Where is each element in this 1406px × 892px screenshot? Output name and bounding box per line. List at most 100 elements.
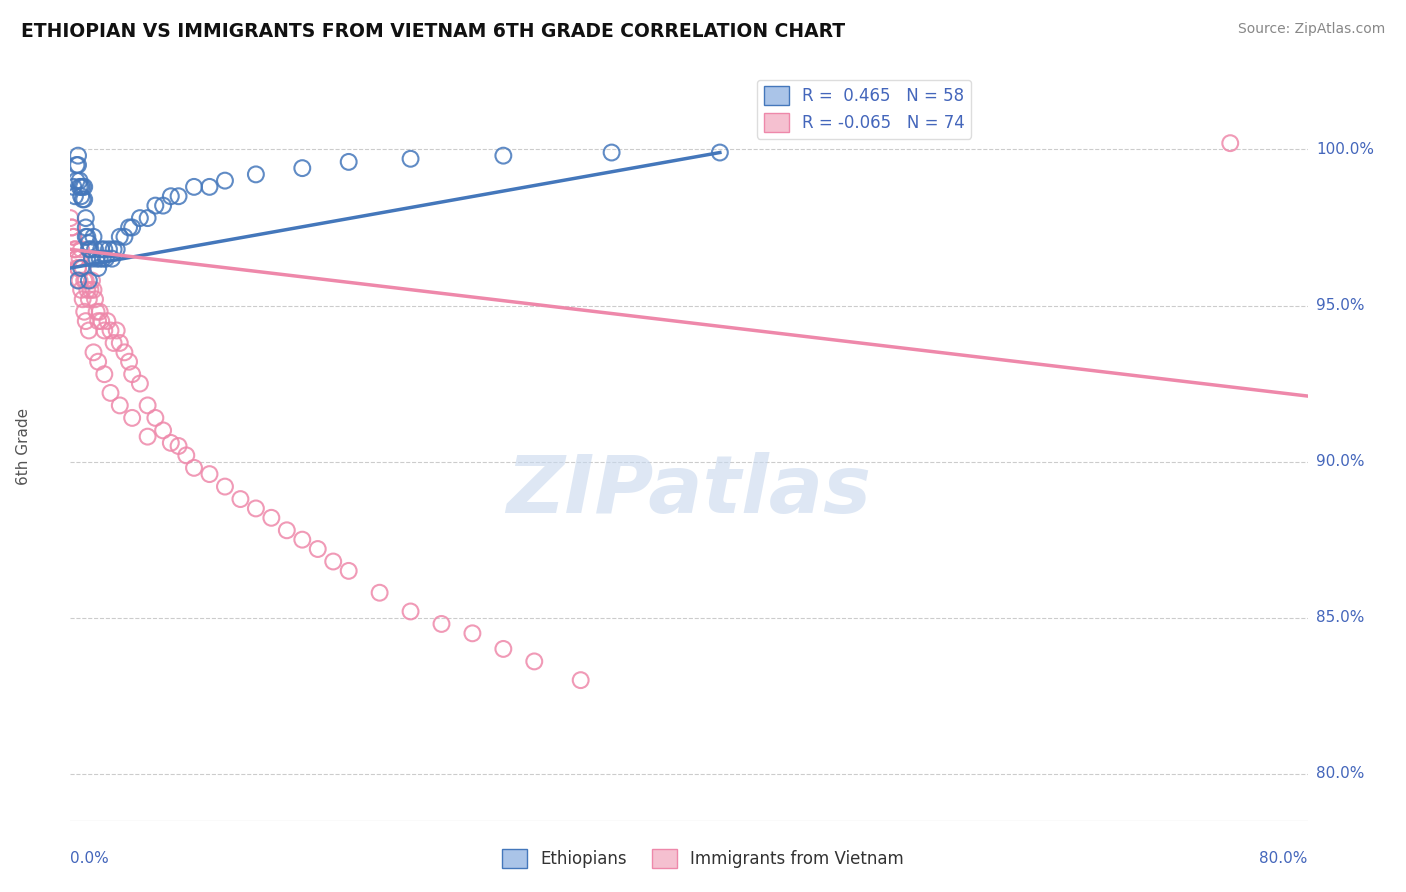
Point [276,523,298,537]
Point [118,220,141,235]
Point [87,354,110,368]
Point [87,260,110,275]
Point [337,564,360,578]
Point [93,242,115,256]
Point [136,211,159,226]
Point [77,236,100,251]
Point [65,252,87,266]
Point [183,460,205,475]
Point [86,252,108,266]
Point [260,510,283,524]
Legend: Ethiopians, Immigrants from Vietnam: Ethiopians, Immigrants from Vietnam [495,843,911,875]
Point [63,189,86,203]
Point [70,179,93,194]
Point [70,242,93,256]
Point [98,242,120,256]
Point [76,230,98,244]
Point [118,354,141,368]
Point [160,435,183,450]
Point [75,211,97,226]
Point [62,230,84,244]
Point [65,252,87,266]
Point [73,274,96,288]
Point [93,323,115,337]
Point [70,283,93,297]
Point [63,242,86,256]
Point [569,673,592,688]
Point [1219,136,1241,150]
Point [75,220,97,235]
Point [198,179,221,194]
Point [492,642,515,657]
Point [229,492,252,507]
Text: 0.0%: 0.0% [70,851,110,866]
Point [108,336,131,351]
Point [198,467,221,482]
Point [90,242,112,256]
Point [114,345,135,359]
Point [75,274,97,288]
Text: ETHIOPIAN VS IMMIGRANTS FROM VIETNAM 6TH GRADE CORRELATION CHART: ETHIOPIAN VS IMMIGRANTS FROM VIETNAM 6TH… [21,22,845,41]
Point [399,152,422,166]
Point [100,385,122,400]
Point [82,230,105,244]
Point [62,230,84,244]
Point [82,345,105,359]
Point [121,410,143,425]
Point [214,174,236,188]
Point [79,283,101,297]
Point [73,304,96,318]
Point [90,314,112,328]
Point [129,211,152,226]
Point [430,617,453,632]
Point [492,148,515,162]
Point [72,260,94,275]
Text: Source: ZipAtlas.com: Source: ZipAtlas.com [1237,22,1385,37]
Point [152,423,174,437]
Point [80,252,103,266]
Text: ZIPatlas: ZIPatlas [506,452,872,530]
Text: 80.0%: 80.0% [1316,766,1364,781]
Point [69,252,91,266]
Point [600,145,623,160]
Point [67,260,90,275]
Point [65,158,87,172]
Point [77,274,100,288]
Point [368,585,391,599]
Point [59,211,82,226]
Point [145,410,166,425]
Point [89,252,111,266]
Point [70,260,93,275]
Text: 6th Grade: 6th Grade [15,408,31,484]
Point [461,626,484,640]
Point [108,398,131,412]
Point [114,230,135,244]
Point [62,179,84,194]
Legend: R =  0.465   N = 58, R = -0.065   N = 74: R = 0.465 N = 58, R = -0.065 N = 74 [756,79,972,138]
Point [69,179,91,194]
Point [183,179,205,194]
Point [709,145,731,160]
Point [87,314,110,328]
Point [174,448,197,462]
Point [100,323,122,337]
Point [60,220,83,235]
Point [136,430,159,444]
Point [121,368,143,382]
Point [63,242,86,256]
Point [72,193,94,207]
Point [67,148,90,162]
Point [152,198,174,212]
Point [60,220,83,235]
Point [245,168,267,182]
Point [75,314,97,328]
Point [136,398,159,412]
Point [73,179,96,194]
Text: 80.0%: 80.0% [1260,851,1308,866]
Point [72,179,94,194]
Point [105,242,128,256]
Point [82,283,105,297]
Point [70,189,93,203]
Point [167,189,190,203]
Point [86,304,108,318]
